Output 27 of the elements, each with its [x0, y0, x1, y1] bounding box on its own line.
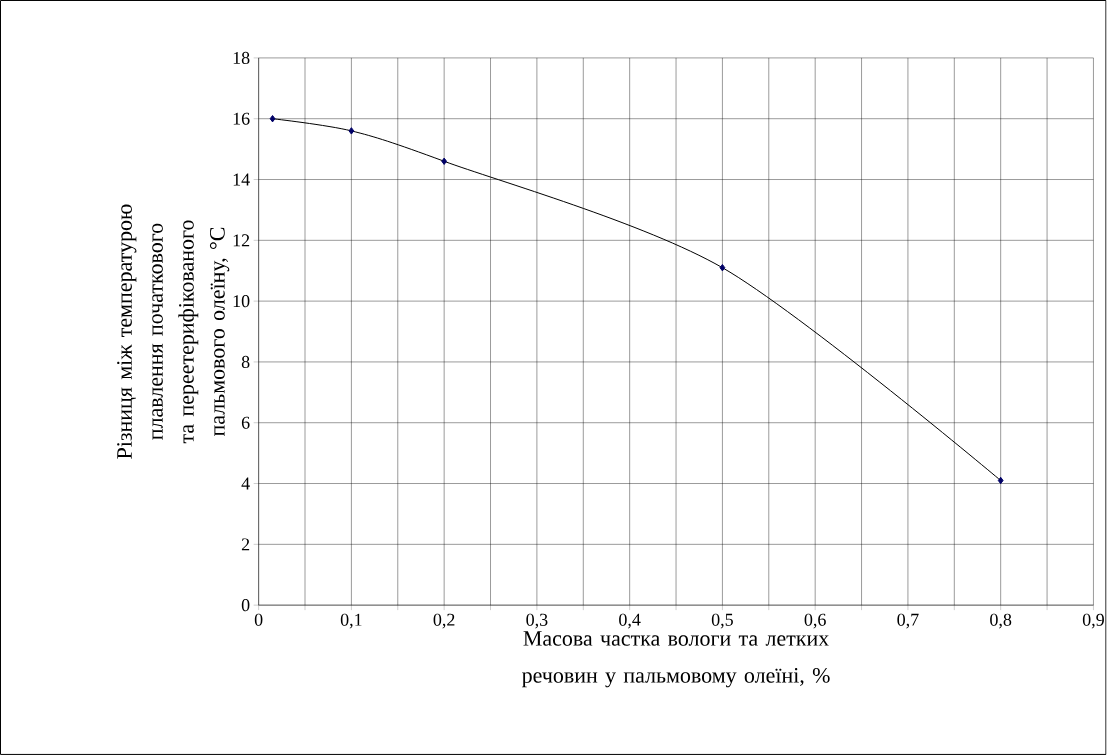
y-tick-label: 10 [233, 295, 250, 308]
y-tick-label: 6 [241, 416, 250, 429]
y-tick-label: 4 [241, 477, 250, 490]
x-tick-label: 0,5 [711, 613, 733, 629]
x-axis-title: Масова частка вологи та летких речовин у пальмовому олеїні, % [522, 631, 830, 688]
y-axis-title: Різниця між температурою плавлення початкового та переетерифікованого пальмового олеїну, °C [117, 204, 230, 459]
x-tick-label: 0,1 [340, 613, 362, 629]
x-tick-label: 0,4 [619, 613, 641, 629]
x-tick-label: 0 [254, 613, 263, 626]
point [719, 264, 726, 272]
x-tick-label: 0,7 [897, 613, 919, 629]
y-tick-label: 14 [233, 173, 250, 186]
y-tick-label: 16 [233, 112, 250, 125]
point [348, 127, 355, 135]
x-tick-label: 0,9 [1082, 613, 1104, 629]
x-tick-label: 0,6 [804, 613, 826, 629]
y-tick-label: 12 [233, 234, 250, 247]
x-tick-label: 0,2 [433, 613, 455, 629]
point [441, 157, 448, 165]
y-tick-label: 8 [241, 355, 250, 369]
y-tick-label: 18 [233, 51, 250, 65]
point [997, 476, 1004, 485]
y-tick-label: 0 [241, 599, 250, 612]
point [269, 115, 276, 123]
x-tick-label: 0,3 [526, 613, 548, 629]
y-tick-label: 2 [241, 538, 250, 551]
x-tick-label: 0,8 [990, 613, 1012, 629]
